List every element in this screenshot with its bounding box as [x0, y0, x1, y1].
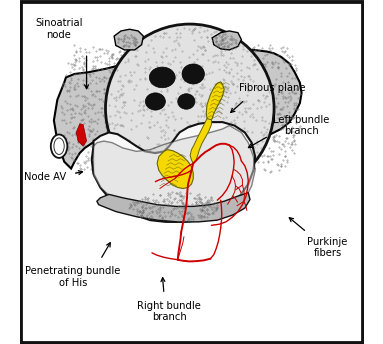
Polygon shape	[114, 29, 143, 50]
Polygon shape	[92, 122, 255, 222]
Text: Node AV: Node AV	[24, 172, 66, 182]
Polygon shape	[157, 150, 193, 189]
Text: Purkinje
fibers: Purkinje fibers	[307, 237, 347, 258]
Ellipse shape	[54, 138, 64, 154]
Text: Right bundle
branch: Right bundle branch	[137, 301, 201, 322]
Polygon shape	[54, 50, 301, 169]
Text: Fibrous plane: Fibrous plane	[239, 83, 306, 93]
Ellipse shape	[178, 94, 195, 109]
Polygon shape	[93, 126, 255, 222]
Ellipse shape	[146, 93, 165, 110]
FancyBboxPatch shape	[20, 0, 363, 344]
Polygon shape	[76, 124, 87, 146]
Text: Left bundle
branch: Left bundle branch	[273, 115, 330, 136]
Polygon shape	[212, 31, 241, 50]
Ellipse shape	[149, 67, 175, 88]
Polygon shape	[190, 119, 211, 163]
Ellipse shape	[51, 135, 67, 158]
Polygon shape	[97, 193, 250, 222]
Circle shape	[105, 24, 274, 193]
Polygon shape	[206, 82, 224, 121]
Text: Penetrating bundle
of His: Penetrating bundle of His	[25, 266, 121, 288]
Text: Sinoatrial
node: Sinoatrial node	[35, 19, 83, 40]
Ellipse shape	[182, 64, 205, 84]
